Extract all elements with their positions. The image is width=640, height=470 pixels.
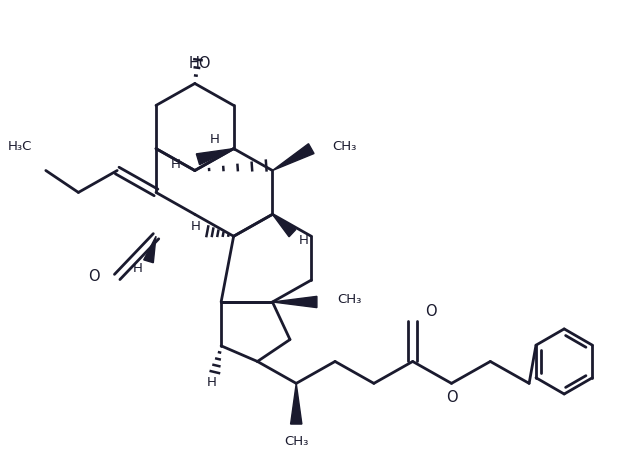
Polygon shape (291, 384, 302, 424)
Polygon shape (196, 149, 234, 164)
Polygon shape (273, 144, 314, 171)
Text: H: H (299, 234, 308, 247)
Text: H: H (207, 376, 217, 389)
Polygon shape (273, 297, 317, 308)
Text: CH₃: CH₃ (284, 435, 308, 448)
Text: H: H (210, 133, 220, 146)
Text: O: O (88, 269, 100, 284)
Text: H: H (191, 220, 201, 234)
Text: H: H (132, 262, 142, 275)
Text: H₃C: H₃C (8, 140, 32, 153)
Text: H: H (171, 158, 181, 171)
Polygon shape (144, 236, 156, 263)
Polygon shape (273, 214, 296, 237)
Text: CH₃: CH₃ (332, 140, 356, 153)
Text: CH₃: CH₃ (337, 293, 362, 306)
Text: O: O (425, 304, 437, 319)
Text: O: O (445, 390, 458, 405)
Text: HO: HO (189, 56, 211, 71)
